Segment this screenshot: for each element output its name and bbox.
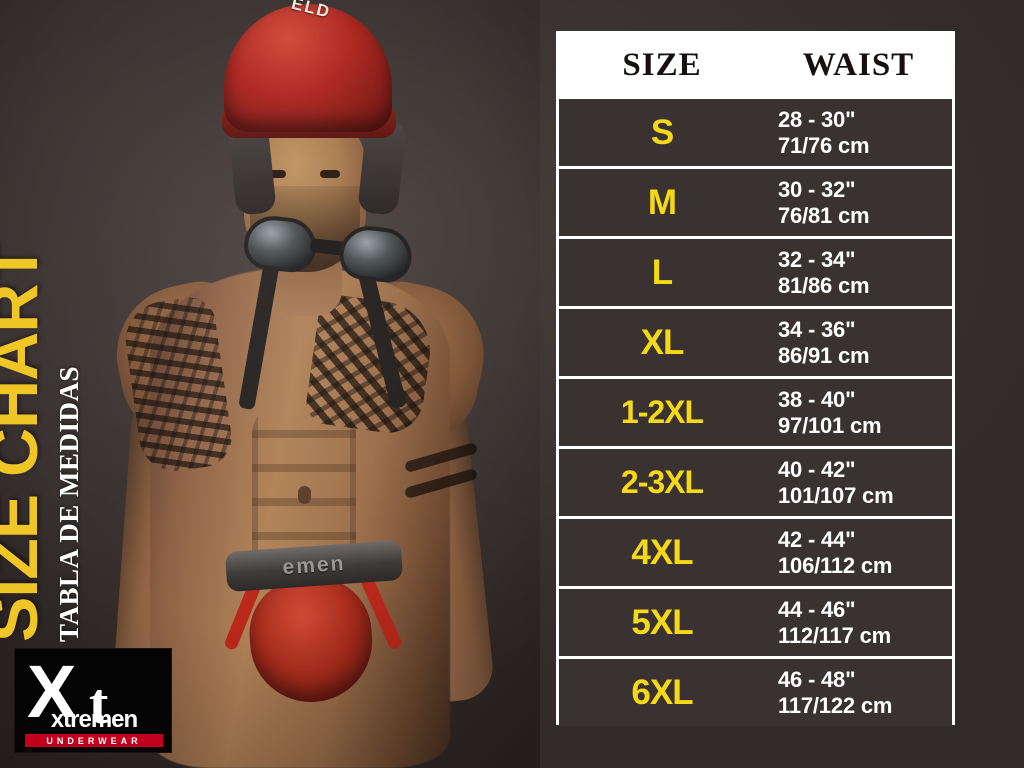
table-body: S 28 - 30" 71/76 cm M 30 - 32" 76/81 cm L 32 - … <box>559 96 952 726</box>
table-row: 4XL 42 - 44" 106/112 cm <box>559 516 952 586</box>
table-row: S 28 - 30" 71/76 cm <box>559 96 952 166</box>
model-photo: emen ELD <box>0 0 540 768</box>
cell-waist: 42 - 44" 106/112 cm <box>765 519 952 586</box>
table-row: 5XL 44 - 46" 112/117 cm <box>559 586 952 656</box>
model-right-eye <box>320 170 340 178</box>
waist-centimeters: 86/91 cm <box>778 342 870 368</box>
waist-centimeters: 112/117 cm <box>778 622 892 648</box>
waist-centimeters: 106/112 cm <box>778 552 893 578</box>
navel-piercing <box>298 486 311 504</box>
logo-x-mark: X <box>27 650 76 733</box>
logo-tagline: UNDERWEAR <box>46 735 142 746</box>
cell-size: S <box>650 112 674 152</box>
table-row: 1-2XL 38 - 40" 97/101 cm <box>559 376 952 446</box>
waist-inches: 34 - 36" <box>778 316 856 342</box>
waist-inches: 28 - 30" <box>778 106 856 132</box>
cell-waist: 34 - 36" 86/91 cm <box>765 309 952 376</box>
waist-centimeters: 97/101 cm <box>778 412 882 438</box>
cell-waist: 30 - 32" 76/81 cm <box>765 169 952 236</box>
waist-inches: 32 - 34" <box>778 246 856 272</box>
waist-inches: 42 - 44" <box>778 526 856 552</box>
size-chart-table: SIZE WAIST S 28 - 30" 71/76 cm M 30 - 32" 76/… <box>556 31 955 726</box>
cell-waist: 28 - 30" 71/76 cm <box>765 99 952 166</box>
table-row: XL 34 - 36" 86/91 cm <box>559 306 952 376</box>
waist-inches: 38 - 40" <box>778 386 856 412</box>
waist-centimeters: 71/76 cm <box>778 132 870 158</box>
logo-wordmark: xtremen <box>50 706 138 733</box>
cell-waist: 32 - 34" 81/86 cm <box>765 239 952 306</box>
waist-centimeters: 101/107 cm <box>778 482 894 508</box>
cell-waist: 38 - 40" 97/101 cm <box>765 379 952 446</box>
model-left-eye <box>266 170 286 178</box>
photo-vignette <box>0 0 540 768</box>
logo-tagline-bar: UNDERWEAR <box>25 734 163 747</box>
cell-size: 6XL <box>631 672 693 712</box>
table-row: 2-3XL 40 - 42" 101/107 cm <box>559 446 952 516</box>
cell-size: L <box>651 252 673 292</box>
cell-size: 4XL <box>631 532 693 572</box>
cell-size: M <box>647 182 677 222</box>
waist-inches: 30 - 32" <box>778 176 856 202</box>
waist-inches: 40 - 42" <box>778 456 856 482</box>
cell-size: XL <box>640 322 685 362</box>
column-header-waist: WAIST <box>802 46 915 83</box>
brand-logo: X t xtremen UNDERWEAR <box>14 648 172 753</box>
cell-waist: 44 - 46" 112/117 cm <box>765 589 952 656</box>
table-row: L 32 - 34" 81/86 cm <box>559 236 952 306</box>
red-helmet <box>224 4 392 132</box>
waist-centimeters: 81/86 cm <box>778 272 870 298</box>
waist-inches: 46 - 48" <box>778 666 856 692</box>
cell-size: 5XL <box>631 602 693 642</box>
waist-centimeters: 76/81 cm <box>778 202 870 228</box>
table-header-row: SIZE WAIST <box>559 34 952 96</box>
table-row: M 30 - 32" 76/81 cm <box>559 166 952 236</box>
waist-centimeters: 117/122 cm <box>778 692 893 718</box>
logo-t-mark: t <box>89 671 109 736</box>
waist-inches: 44 - 46" <box>778 596 856 622</box>
cell-waist: 40 - 42" 101/107 cm <box>765 449 952 516</box>
cell-size: 2-3XL <box>620 464 704 500</box>
table-row: 6XL 46 - 48" 117/122 cm <box>559 656 952 726</box>
cell-size: 1-2XL <box>620 394 704 430</box>
cell-waist: 46 - 48" 117/122 cm <box>765 659 952 726</box>
column-header-size: SIZE <box>622 46 702 83</box>
